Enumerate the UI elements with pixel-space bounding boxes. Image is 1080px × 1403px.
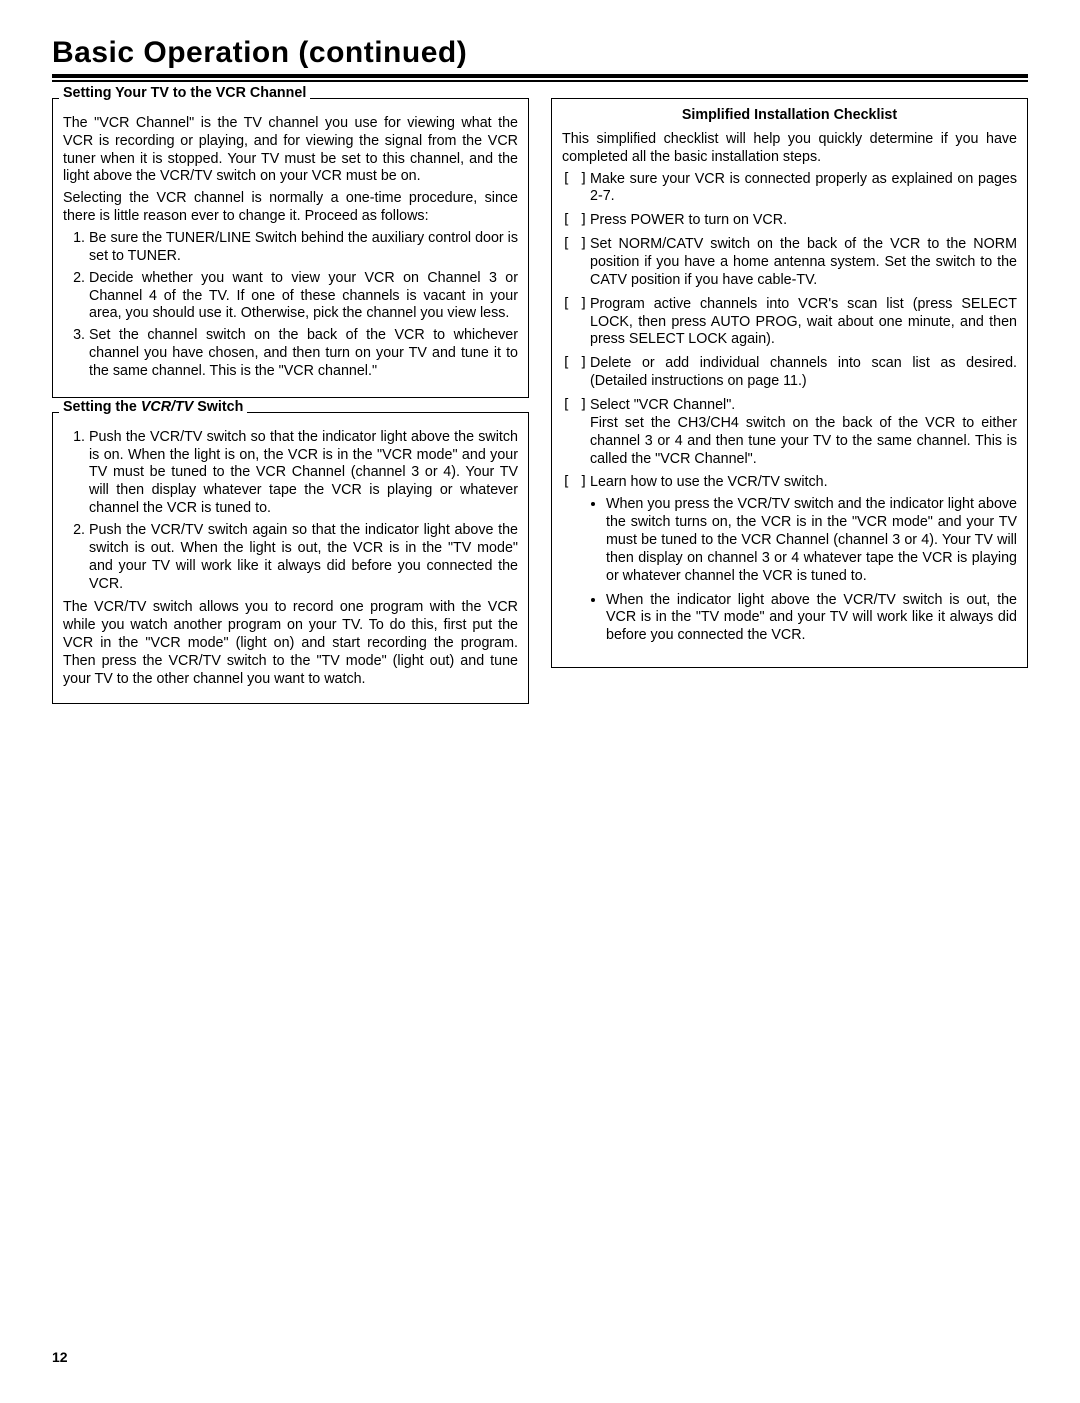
- checkbox-brackets: [ ]: [562, 212, 590, 230]
- rule-thin: [52, 80, 1028, 82]
- checklist-item: [ ]Select "VCR Channel".First set the CH…: [562, 397, 1017, 468]
- checklist-text: Select "VCR Channel".: [590, 397, 1017, 415]
- checklist-body: Set NORM/CATV switch on the back of the …: [590, 236, 1017, 290]
- ordered-list: Be sure the TUNER/LINE Switch behind the…: [63, 230, 518, 381]
- heading-text: Setting the VCR/TV Switch: [63, 399, 243, 417]
- checklist-intro: This simplified checklist will help you …: [562, 131, 1017, 167]
- list-item: Push the VCR/TV switch again so that the…: [89, 522, 518, 593]
- section-heading: Setting the VCR/TV Switch: [63, 399, 243, 417]
- paragraph: The VCR/TV switch allows you to record o…: [63, 599, 518, 688]
- checklist-body: Make sure your VCR is connected properly…: [590, 171, 1017, 207]
- checklist-extra: First set the CH3/CH4 switch on the back…: [590, 415, 1017, 469]
- list-item: Push the VCR/TV switch so that the indic…: [89, 429, 518, 518]
- page-number: 12: [52, 1349, 68, 1365]
- checklist-item: [ ]Program active channels into VCR's sc…: [562, 296, 1017, 350]
- checklist-item: [ ]Delete or add individual channels int…: [562, 355, 1017, 391]
- checkbox-brackets: [ ]: [562, 474, 590, 651]
- checkbox-brackets: [ ]: [562, 236, 590, 290]
- rule-thick: [52, 74, 1028, 78]
- sub-bullet-item: When the indicator light above the VCR/T…: [606, 592, 1017, 646]
- section-vcr-tv-switch: Setting the VCR/TV Switch Push the VCR/T…: [52, 412, 529, 704]
- list-item: Decide whether you want to view your VCR…: [89, 270, 518, 324]
- checklist-text: Make sure your VCR is connected properly…: [590, 171, 1017, 207]
- checklist-heading: Simplified Installation Checklist: [562, 107, 1017, 125]
- list-item: Be sure the TUNER/LINE Switch behind the…: [89, 230, 518, 266]
- checklist-text: Program active channels into VCR's scan …: [590, 296, 1017, 350]
- list-item: Set the channel switch on the back of th…: [89, 327, 518, 381]
- checklist-body: Learn how to use the VCR/TV switch. When …: [590, 474, 1017, 651]
- paragraph: Selecting the VCR channel is normally a …: [63, 190, 518, 226]
- checklist: [ ]Make sure your VCR is connected prope…: [562, 171, 1017, 652]
- page: Basic Operation (continued) Setting Your…: [0, 0, 1080, 1403]
- ordered-list: Push the VCR/TV switch so that the indic…: [63, 429, 518, 594]
- left-column: Setting Your TV to the VCR Channel The "…: [52, 98, 529, 718]
- columns: Setting Your TV to the VCR Channel The "…: [52, 98, 1028, 718]
- checkbox-brackets: [ ]: [562, 171, 590, 207]
- checklist-text: Learn how to use the VCR/TV switch.: [590, 474, 1017, 492]
- sub-bullets: When you press the VCR/TV switch and the…: [590, 496, 1017, 645]
- checklist-body: Delete or add individual channels into s…: [590, 355, 1017, 391]
- checklist-box: Simplified Installation Checklist This s…: [551, 98, 1028, 668]
- checklist-body: Program active channels into VCR's scan …: [590, 296, 1017, 350]
- checklist-item: [ ]Learn how to use the VCR/TV switch. Wh…: [562, 474, 1017, 651]
- page-title: Basic Operation (continued): [52, 36, 1028, 70]
- paragraph: The "VCR Channel" is the TV channel you …: [63, 115, 518, 186]
- checkbox-brackets: [ ]: [562, 397, 590, 468]
- heading-text: Setting Your TV to the VCR Channel: [63, 85, 306, 103]
- right-column: Simplified Installation Checklist This s…: [551, 98, 1028, 718]
- section-tv-channel: Setting Your TV to the VCR Channel The "…: [52, 98, 529, 398]
- checklist-body: Press POWER to turn on VCR.: [590, 212, 1017, 230]
- sub-bullet-item: When you press the VCR/TV switch and the…: [606, 496, 1017, 585]
- checklist-body: Select "VCR Channel".First set the CH3/C…: [590, 397, 1017, 468]
- checklist-item: [ ]Set NORM/CATV switch on the back of t…: [562, 236, 1017, 290]
- checklist-item: [ ]Press POWER to turn on VCR.: [562, 212, 1017, 230]
- checklist-item: [ ]Make sure your VCR is connected prope…: [562, 171, 1017, 207]
- checklist-text: Set NORM/CATV switch on the back of the …: [590, 236, 1017, 290]
- section-heading: Setting Your TV to the VCR Channel: [63, 85, 306, 103]
- checklist-text: Press POWER to turn on VCR.: [590, 212, 1017, 230]
- checklist-text: Delete or add individual channels into s…: [590, 355, 1017, 391]
- checkbox-brackets: [ ]: [562, 355, 590, 391]
- checkbox-brackets: [ ]: [562, 296, 590, 350]
